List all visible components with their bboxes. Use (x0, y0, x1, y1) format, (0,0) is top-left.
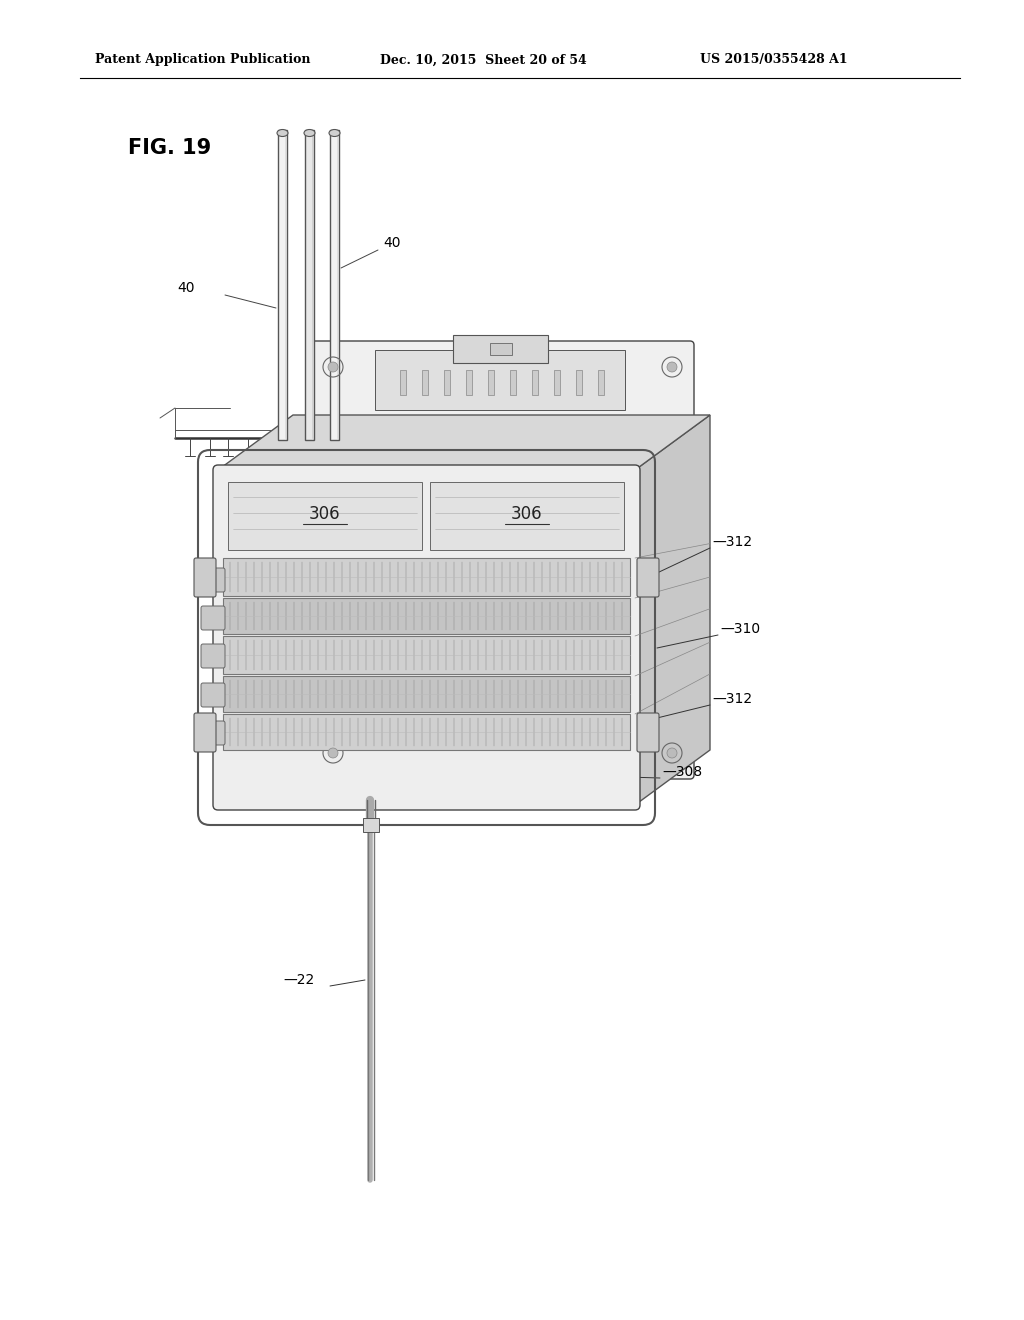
Text: Dec. 10, 2015  Sheet 20 of 54: Dec. 10, 2015 Sheet 20 of 54 (380, 54, 587, 66)
Bar (400, 370, 406, 395)
Text: —312: —312 (712, 535, 752, 549)
Bar (305, 129, 314, 440)
Bar (490, 343, 512, 355)
Text: —312: —312 (712, 692, 752, 706)
Text: 40: 40 (383, 236, 400, 249)
Text: 40: 40 (177, 281, 195, 294)
Circle shape (667, 748, 677, 758)
Circle shape (328, 748, 338, 758)
Text: —22: —22 (284, 973, 315, 987)
FancyBboxPatch shape (201, 644, 225, 668)
FancyBboxPatch shape (194, 558, 216, 597)
Polygon shape (635, 414, 710, 805)
Bar (223, 558, 630, 597)
Bar (330, 129, 339, 440)
Text: —310: —310 (720, 622, 760, 636)
Ellipse shape (329, 129, 340, 136)
Bar (278, 129, 287, 440)
Bar (422, 370, 428, 395)
Text: US 2015/0355428 A1: US 2015/0355428 A1 (700, 54, 848, 66)
Bar (466, 370, 472, 395)
Circle shape (328, 362, 338, 372)
FancyBboxPatch shape (194, 713, 216, 752)
Bar (223, 714, 630, 750)
Bar (223, 676, 630, 711)
Bar (228, 482, 422, 550)
Ellipse shape (278, 129, 288, 136)
Text: FIG. 19: FIG. 19 (128, 139, 211, 158)
FancyBboxPatch shape (201, 568, 225, 591)
Circle shape (667, 362, 677, 372)
Text: 306: 306 (309, 506, 341, 523)
Bar (223, 636, 630, 675)
Text: Patent Application Publication: Patent Application Publication (95, 54, 310, 66)
Bar (362, 818, 379, 832)
Text: 306: 306 (511, 506, 543, 523)
FancyBboxPatch shape (213, 465, 640, 810)
FancyBboxPatch shape (201, 606, 225, 630)
FancyBboxPatch shape (311, 341, 694, 779)
Bar (598, 370, 604, 395)
FancyBboxPatch shape (637, 558, 659, 597)
Bar (532, 370, 538, 395)
FancyBboxPatch shape (201, 682, 225, 708)
Text: —308: —308 (662, 766, 702, 779)
Bar (488, 370, 494, 395)
Bar (430, 482, 624, 550)
Bar (453, 335, 548, 363)
Ellipse shape (304, 129, 315, 136)
Bar (554, 370, 560, 395)
Polygon shape (218, 414, 710, 470)
Bar (375, 350, 625, 411)
Bar (575, 370, 582, 395)
Bar (444, 370, 450, 395)
Bar (510, 370, 516, 395)
FancyBboxPatch shape (201, 721, 225, 744)
FancyBboxPatch shape (637, 713, 659, 752)
Bar (223, 598, 630, 634)
